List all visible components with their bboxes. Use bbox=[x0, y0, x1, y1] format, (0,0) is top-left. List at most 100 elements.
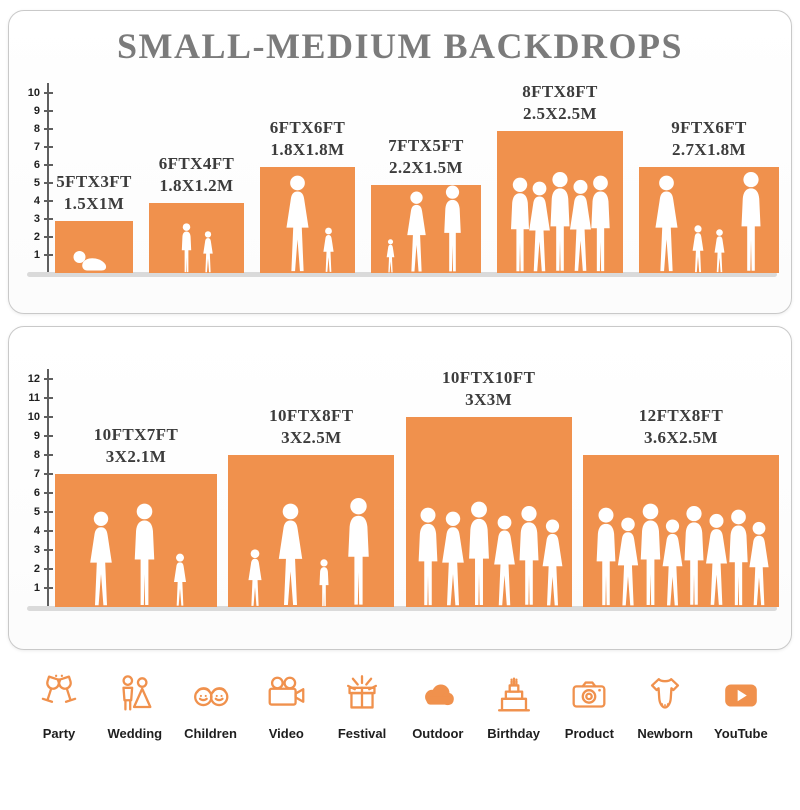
backdrop-rect-5x3ft bbox=[55, 221, 133, 273]
child-silhouette bbox=[319, 559, 329, 607]
category-label: Festival bbox=[337, 726, 387, 741]
scale-tick-label: 3 bbox=[17, 214, 53, 237]
party-icon bbox=[41, 674, 77, 703]
woman-silhouette bbox=[89, 511, 112, 606]
scale-tick-label: 4 bbox=[17, 526, 53, 550]
backdrop-label: 9FTX6FT 2.7X1.8M bbox=[671, 117, 747, 161]
category-wedding: Wedding bbox=[102, 672, 168, 741]
scale-tick-label: 12 bbox=[17, 374, 53, 398]
backdrop-size-m: 3X2.5M bbox=[281, 427, 342, 447]
category-product: Product bbox=[556, 672, 622, 741]
girl-silhouette bbox=[714, 229, 725, 273]
backdrop-size-ft: 12FTX8FT bbox=[638, 405, 724, 425]
outdoor-icon bbox=[424, 684, 454, 706]
backdrop-label: 5FTX3FT 1.5X1M bbox=[56, 171, 132, 215]
backdrop-size-ft: 10FTX10FT bbox=[441, 367, 536, 387]
scale-tick-label: 9 bbox=[17, 106, 53, 129]
product-icon bbox=[572, 681, 606, 708]
woman-silhouette bbox=[749, 521, 769, 606]
video-icon bbox=[268, 676, 305, 706]
man-silhouette bbox=[348, 498, 369, 605]
backdrop-rect-10x8ft bbox=[228, 455, 395, 607]
backdrop-size-ft: 8FTX8FT bbox=[522, 81, 598, 101]
backdrop-label: 10FTX7FT 3X2.1M bbox=[94, 424, 178, 468]
backdrop-column-9x6ft: 9FTX6FT 2.7X1.8M bbox=[639, 117, 779, 273]
category-label: Children bbox=[184, 726, 237, 741]
people-silhouettes bbox=[228, 497, 394, 607]
backdrop-size-m: 2.7X1.8M bbox=[671, 139, 747, 159]
birthday-icon bbox=[497, 677, 530, 712]
woman-silhouette bbox=[655, 175, 678, 272]
woman-silhouette bbox=[406, 191, 426, 272]
scale-tick-label: 6 bbox=[17, 160, 53, 183]
backdrop-column-6x6ft: 6FTX6FT 1.8X1.8M bbox=[260, 117, 355, 273]
scale-tick-label: 6 bbox=[17, 488, 53, 512]
top-backdrop-row: 5FTX3FT 1.5X1M 6FTX4FT 1.8X1.2M bbox=[55, 81, 779, 273]
backdrop-label: 6FTX4FT 1.8X1.2M bbox=[159, 153, 235, 197]
backdrop-size-m: 2.5X2.5M bbox=[522, 103, 598, 123]
people-silhouettes bbox=[639, 171, 779, 273]
backdrop-rect-8x8ft bbox=[497, 131, 623, 273]
scale-tick-label: 1 bbox=[17, 583, 53, 607]
scale-tick-label: 8 bbox=[17, 450, 53, 474]
bottom-panel: 12 11 10 9 8 7 6 5 4 3 2 1 10FTX7FT 3X2.1M 10FTX8FT… bbox=[8, 326, 792, 650]
page-title: SMALL-MEDIUM BACKDROPS bbox=[116, 26, 683, 66]
people-silhouettes bbox=[406, 501, 572, 607]
people-silhouettes bbox=[149, 223, 244, 273]
people-silhouettes bbox=[583, 503, 779, 607]
backdrop-size-ft: 10FTX8FT bbox=[269, 405, 354, 425]
toddler-silhouette bbox=[386, 239, 394, 273]
scale-tick-label: 5 bbox=[17, 178, 53, 201]
scale-tick-label: 2 bbox=[17, 232, 53, 255]
bottom-backdrop-row: 10FTX7FT 3X2.1M 10FTX8FT 3X2.5M bbox=[55, 367, 779, 607]
category-youtube: YouTube bbox=[708, 672, 774, 741]
backdrop-size-m: 1.8X1.2M bbox=[159, 175, 234, 195]
people-silhouettes bbox=[260, 175, 355, 273]
backdrop-rect-10x10ft bbox=[405, 417, 572, 607]
man-silhouette bbox=[134, 503, 154, 606]
category-label: Outdoor bbox=[412, 726, 464, 741]
scale-tick-label: 8 bbox=[17, 124, 53, 147]
girl-silhouette bbox=[692, 225, 704, 273]
backdrop-rect-6x4ft bbox=[149, 203, 244, 273]
category-label: Newborn bbox=[637, 726, 693, 741]
category-row: Party Wedding Children Video bbox=[26, 672, 774, 741]
backdrop-size-m: 3X2.1M bbox=[105, 446, 167, 466]
top-scale-ruler: 10 9 8 7 6 5 4 3 2 1 bbox=[17, 83, 53, 273]
backdrop-column-8x8ft: 8FTX8FT 2.5X2.5M bbox=[497, 81, 623, 273]
backdrop-label: 12FTX8FT 3.6X2.5M bbox=[639, 405, 723, 449]
scale-tick-label: 11 bbox=[17, 393, 53, 417]
backdrop-rect-12x8ft bbox=[582, 455, 779, 607]
scale-tick-label: 10 bbox=[17, 88, 53, 111]
scale-tick-label: 3 bbox=[17, 545, 53, 569]
floor-shadow bbox=[27, 272, 777, 277]
backdrop-size-ft: 10FTX7FT bbox=[93, 424, 179, 444]
scale-tick-label: 9 bbox=[17, 431, 53, 455]
backdrop-size-ft: 6FTX4FT bbox=[158, 153, 235, 173]
category-label: Video bbox=[268, 726, 304, 741]
woman-silhouette bbox=[542, 519, 563, 606]
scale-tick-label: 1 bbox=[17, 250, 53, 273]
girl-silhouette bbox=[322, 227, 334, 272]
category-festival: Festival bbox=[329, 672, 395, 741]
scale-tick-label: 7 bbox=[17, 142, 53, 165]
girl-silhouette bbox=[203, 231, 213, 273]
backdrop-size-m: 2.2X1.5M bbox=[388, 157, 464, 177]
bottom-scale-ruler: 12 11 10 9 8 7 6 5 4 3 2 1 bbox=[17, 369, 53, 607]
youtube-icon bbox=[725, 684, 757, 707]
category-label: Product bbox=[564, 726, 614, 741]
boy-silhouette bbox=[181, 223, 192, 273]
backdrop-size-ft: 7FTX5FT bbox=[388, 135, 464, 155]
backdrop-size-m: 3X3M bbox=[465, 389, 513, 409]
scale-tick-label: 10 bbox=[17, 412, 53, 436]
wedding-icon bbox=[122, 675, 152, 711]
category-label: Birthday bbox=[487, 726, 540, 741]
woman-silhouette bbox=[285, 175, 309, 272]
category-label: Wedding bbox=[107, 726, 163, 741]
backdrop-rect-6x6ft bbox=[260, 167, 355, 273]
scale-tick-label: 5 bbox=[17, 507, 53, 531]
backdrop-rect-7x5ft bbox=[371, 185, 481, 273]
girl-silhouette bbox=[173, 553, 186, 606]
backdrop-column-10x7ft: 10FTX7FT 3X2.1M bbox=[55, 424, 217, 607]
floor-shadow bbox=[27, 606, 777, 611]
